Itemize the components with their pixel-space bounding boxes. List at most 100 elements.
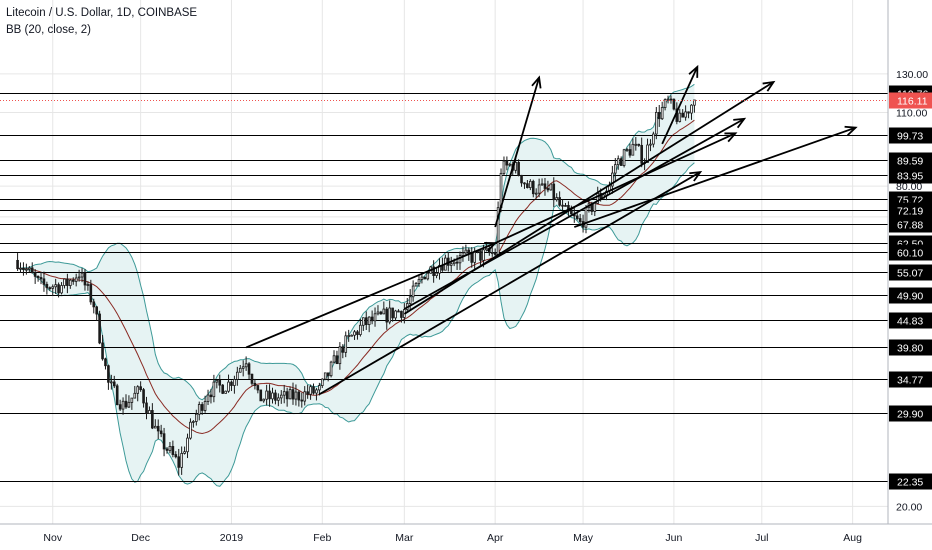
- indicator-label[interactable]: BB (20, close, 2): [6, 24, 92, 36]
- candle-body: [30, 267, 34, 274]
- candle-body: [652, 133, 655, 145]
- bollinger-upper-band: [17, 83, 695, 401]
- candle-body: [400, 310, 403, 318]
- trendlines[interactable]: [245, 64, 858, 396]
- time-axis-label: Dec: [131, 532, 150, 544]
- candle-body: [344, 335, 348, 353]
- level-price-badge: [889, 167, 932, 184]
- candle-body: [657, 111, 661, 120]
- level-price-badge: [889, 152, 932, 169]
- candle-body: [192, 421, 195, 423]
- candle-body: [233, 379, 236, 386]
- candle-body: [320, 378, 324, 386]
- candle-body: [256, 385, 260, 391]
- candle-body: [631, 143, 635, 156]
- time-axis-background[interactable]: [0, 524, 932, 550]
- candle-body: [288, 389, 292, 400]
- candle-body: [464, 249, 468, 254]
- candle-body: [364, 317, 368, 325]
- candle-body: [341, 346, 345, 353]
- trendline-arrowhead: [733, 117, 747, 129]
- candle-body: [142, 389, 145, 404]
- candle-body: [490, 252, 494, 254]
- candle-body: [367, 316, 371, 325]
- candle-body: [520, 174, 523, 184]
- candle-body: [315, 389, 318, 394]
- candle-body: [613, 164, 617, 174]
- candle-body: [517, 162, 520, 176]
- candle-body: [578, 218, 582, 222]
- candle-body: [227, 381, 230, 392]
- trendline-arrow: [573, 126, 856, 228]
- bollinger-lower-band: [17, 162, 695, 487]
- candle-body: [461, 252, 465, 256]
- candle-body: [124, 400, 128, 408]
- candle-body: [326, 372, 330, 377]
- candle-body: [452, 261, 456, 265]
- level-price-label: 29.90: [897, 409, 923, 421]
- candle-body: [51, 286, 55, 289]
- candle-body: [268, 390, 271, 400]
- candle-body: [101, 342, 104, 360]
- level-price-label: 49.90: [897, 291, 923, 303]
- level-price-label: 67.88: [897, 220, 923, 232]
- candle-body: [60, 285, 63, 294]
- candle-body: [247, 363, 251, 375]
- candle-body: [663, 99, 667, 108]
- candle-body: [309, 386, 312, 395]
- candle-body: [690, 104, 693, 114]
- candle-body: [549, 183, 553, 191]
- candle-body: [356, 331, 359, 335]
- candle-body: [162, 433, 166, 450]
- time-axis-label: Aug: [843, 532, 862, 544]
- candle-body: [36, 275, 40, 278]
- candle-body: [303, 391, 307, 402]
- level-price-badge: [889, 216, 932, 233]
- candle-body: [470, 253, 474, 263]
- candle-body: [230, 381, 233, 386]
- candle-body: [338, 346, 342, 365]
- candle-body: [244, 363, 248, 368]
- candle-body: [151, 410, 154, 429]
- price-axis[interactable]: 130.00110.0080.0070.0020.00119.7699.7389…: [889, 69, 932, 514]
- trendline-arrow: [403, 118, 745, 310]
- candle-body: [335, 355, 339, 365]
- candle-body: [118, 404, 122, 410]
- candle-body: [508, 163, 512, 166]
- candle-body: [546, 188, 550, 191]
- candle-body: [534, 192, 538, 195]
- candle-body: [86, 284, 90, 286]
- candle-body: [640, 144, 643, 164]
- candle-body: [329, 361, 333, 377]
- candle-body: [312, 386, 315, 394]
- candle-body: [39, 277, 43, 280]
- candle-body: [66, 278, 69, 286]
- candle-body: [391, 307, 394, 319]
- candle-body: [165, 448, 169, 451]
- candle-body: [27, 267, 31, 270]
- candle-body: [63, 278, 66, 286]
- candle-body: [678, 112, 682, 122]
- candle-body: [221, 384, 224, 394]
- candle-body: [42, 278, 46, 285]
- bollinger-basis: [17, 119, 695, 435]
- candle-body: [493, 252, 497, 255]
- trendline-arrowhead: [688, 64, 699, 78]
- candle-body: [115, 385, 119, 406]
- symbol-title[interactable]: Litecoin / U.S. Dollar, 1D, COINBASE: [6, 7, 198, 19]
- trendline-arrow: [245, 242, 496, 349]
- candle-body: [411, 285, 415, 298]
- candle-body: [95, 306, 98, 315]
- candle-body: [177, 456, 181, 468]
- candle-body: [362, 317, 365, 326]
- candle-body: [168, 446, 172, 451]
- level-price-label: 83.95: [897, 171, 923, 183]
- candle-body: [209, 394, 213, 398]
- level-price-label: 89.59: [897, 156, 923, 168]
- time-axis[interactable]: Nov Dec 2019 Feb Mar Apr May Jun Jul Aug: [43, 532, 862, 544]
- level-price-label: 39.80: [897, 343, 923, 355]
- candle-body: [637, 143, 641, 146]
- candle-body: [112, 381, 116, 387]
- candle-body: [350, 334, 353, 337]
